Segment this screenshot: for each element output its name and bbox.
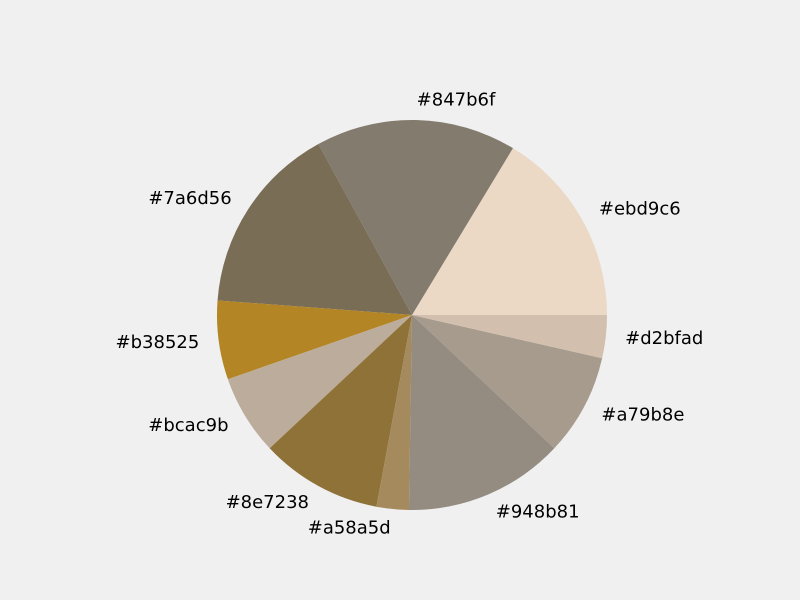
pie-slice-7 [408, 315, 555, 511]
pie-slice-4 [227, 315, 412, 449]
pie-slice-8 [412, 315, 603, 449]
pie-slice-label-3: #b38525 [116, 332, 200, 353]
pie-slice-5 [269, 315, 412, 507]
pie-slice-3 [216, 300, 412, 380]
pie-slice-label-9: #d2bfad [625, 328, 703, 349]
pie-slice-label-4: #bcac9b [148, 415, 228, 436]
pie-slice-label-6: #a58a5d [308, 517, 391, 538]
pie-slice-6 [376, 315, 412, 510]
pie-slice-label-1: #847b6f [417, 90, 496, 111]
pie-slice-label-7: #948b81 [496, 501, 580, 522]
pie-slice-1 [318, 120, 513, 316]
pie-slice-9 [412, 315, 607, 359]
pie-slice-label-2: #7a6d56 [148, 188, 231, 209]
pie-slices [216, 120, 607, 511]
pie-slice-label-0: #ebd9c6 [599, 199, 681, 220]
pie-slice-2 [217, 143, 412, 315]
pie-slice-0 [412, 148, 607, 315]
pie-labels: #ebd9c6 #847b6f #7a6d56 #b38525 #bcac9b #8e72… [116, 90, 704, 539]
pie-slice-label-5: #8e7238 [226, 492, 309, 513]
pie-slice-label-8: #a79b8e [601, 405, 684, 426]
